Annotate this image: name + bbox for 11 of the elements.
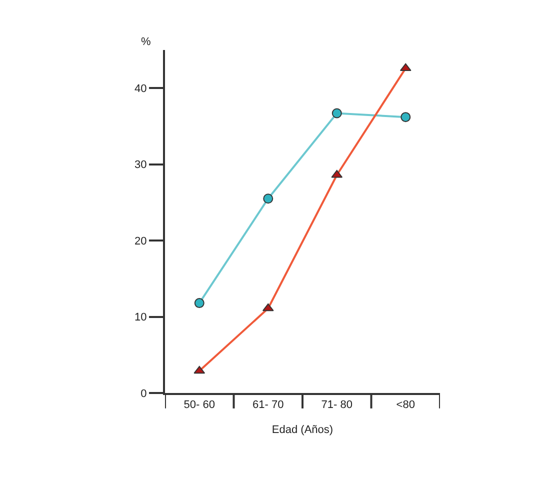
- x-tick-label: 50- 60: [184, 399, 215, 412]
- x-axis-title: Edad (Años): [272, 424, 334, 436]
- y-tick-label: 20: [134, 235, 147, 248]
- y-tick-label: 40: [134, 82, 147, 95]
- y-tick-label: 30: [134, 159, 147, 172]
- y-tick-label: 0: [140, 388, 147, 400]
- y-tick-label: 10: [134, 312, 147, 324]
- y-axis-title: %: [141, 36, 151, 48]
- x-tick-label: 71- 80: [321, 399, 352, 412]
- x-tick-label: <80: [396, 399, 415, 412]
- x-tick-label: 61- 70: [252, 399, 284, 412]
